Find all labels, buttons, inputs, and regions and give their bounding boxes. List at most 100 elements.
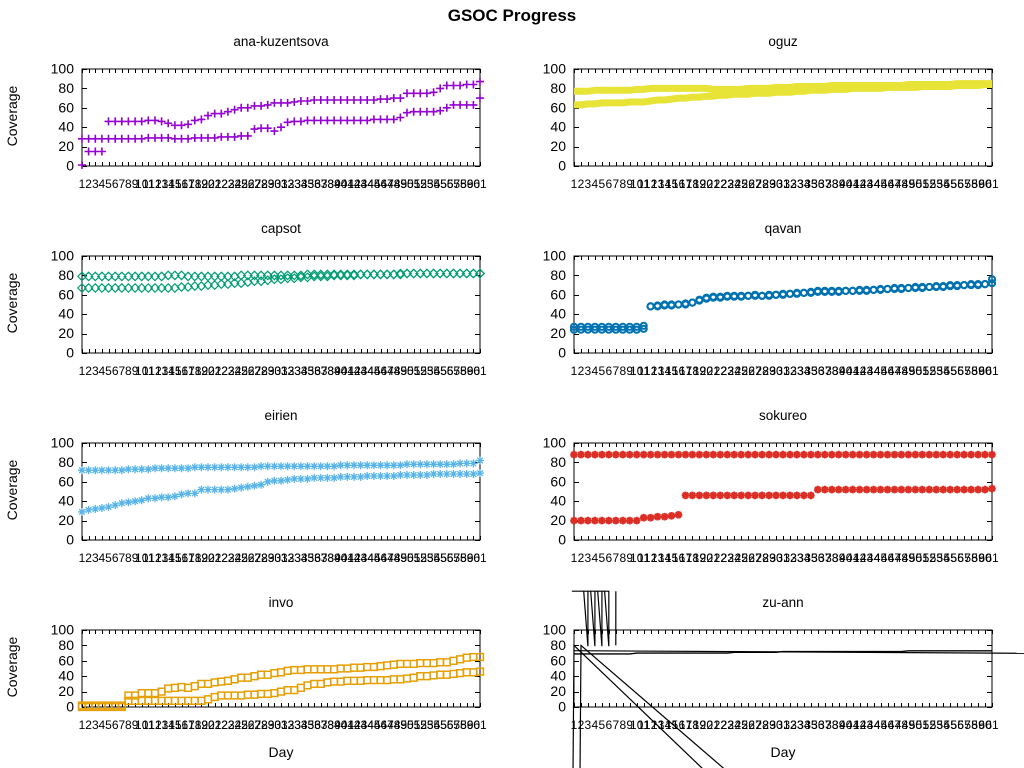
- series-task2: [77, 667, 485, 712]
- plot-frame: [573, 629, 993, 708]
- svg-text:31: 31: [274, 364, 288, 378]
- svg-text:23: 23: [221, 718, 235, 732]
- svg-text:6: 6: [112, 551, 119, 565]
- svg-text:20: 20: [58, 512, 74, 528]
- x-tick-labels: 1 2 3 4 5 6 7 8 91011121314151617181920212223242…: [79, 718, 487, 732]
- svg-text:26: 26: [742, 551, 756, 565]
- chart-title: capsot: [261, 221, 301, 236]
- svg-text:34: 34: [797, 364, 811, 378]
- svg-text:53: 53: [930, 718, 944, 732]
- svg-text:7: 7: [118, 177, 125, 191]
- svg-text:37: 37: [314, 364, 328, 378]
- svg-text:32: 32: [281, 177, 295, 191]
- chart-title: invo: [268, 595, 294, 610]
- svg-text:41: 41: [341, 177, 355, 191]
- svg-text:45: 45: [367, 177, 381, 191]
- x-tick-labels: 1 2 3 4 5 6 7 8 91011121314151617181920212223242…: [571, 177, 999, 191]
- y-axis-label-coverage-row1: Coverage: [4, 85, 20, 147]
- svg-text:21: 21: [707, 551, 721, 565]
- svg-text:46: 46: [881, 177, 895, 191]
- svg-text:13: 13: [651, 177, 665, 191]
- svg-text:55: 55: [944, 718, 958, 732]
- svg-text:18: 18: [686, 177, 700, 191]
- svg-text:1: 1: [79, 551, 86, 565]
- svg-text:37: 37: [818, 364, 832, 378]
- svg-text:14: 14: [162, 364, 176, 378]
- svg-text:24: 24: [728, 177, 742, 191]
- svg-text:6: 6: [605, 718, 612, 732]
- svg-text:17: 17: [181, 177, 195, 191]
- svg-text:51: 51: [407, 364, 421, 378]
- svg-text:80: 80: [58, 267, 74, 283]
- svg-text:35: 35: [804, 551, 818, 565]
- svg-text:3: 3: [92, 364, 99, 378]
- svg-text:21: 21: [208, 364, 222, 378]
- svg-text:20: 20: [201, 718, 215, 732]
- svg-text:15: 15: [665, 177, 679, 191]
- svg-text:38: 38: [825, 364, 839, 378]
- svg-text:15: 15: [168, 551, 182, 565]
- svg-text:60: 60: [978, 551, 992, 565]
- svg-text:29: 29: [762, 364, 776, 378]
- svg-text:31: 31: [776, 718, 790, 732]
- svg-text:0: 0: [66, 345, 74, 361]
- svg-text:27: 27: [748, 364, 762, 378]
- svg-text:29: 29: [261, 177, 275, 191]
- svg-text:36: 36: [811, 364, 825, 378]
- svg-text:8: 8: [619, 551, 626, 565]
- series-task1: [78, 456, 484, 475]
- svg-text:8: 8: [619, 718, 626, 732]
- svg-text:54: 54: [427, 551, 441, 565]
- svg-text:1: 1: [571, 364, 578, 378]
- svg-text:29: 29: [762, 551, 776, 565]
- svg-text:9: 9: [132, 718, 139, 732]
- svg-text:80: 80: [550, 637, 566, 653]
- svg-text:10: 10: [630, 177, 644, 191]
- svg-text:49: 49: [902, 718, 916, 732]
- svg-text:60: 60: [550, 473, 566, 489]
- svg-text:30: 30: [769, 551, 783, 565]
- svg-text:40: 40: [334, 364, 348, 378]
- svg-text:40: 40: [550, 119, 566, 135]
- svg-text:22: 22: [215, 364, 229, 378]
- svg-text:10: 10: [630, 551, 644, 565]
- svg-text:39: 39: [832, 364, 846, 378]
- svg-text:55: 55: [944, 551, 958, 565]
- svg-text:30: 30: [268, 718, 282, 732]
- svg-text:100: 100: [51, 248, 75, 264]
- svg-text:61: 61: [985, 364, 999, 378]
- svg-text:16: 16: [175, 718, 189, 732]
- svg-text:20: 20: [201, 551, 215, 565]
- svg-text:12: 12: [148, 718, 162, 732]
- svg-text:44: 44: [361, 718, 375, 732]
- svg-text:23: 23: [721, 551, 735, 565]
- svg-text:20: 20: [700, 551, 714, 565]
- svg-text:48: 48: [387, 551, 401, 565]
- svg-text:22: 22: [714, 177, 728, 191]
- svg-text:12: 12: [644, 177, 658, 191]
- svg-text:57: 57: [447, 551, 461, 565]
- svg-text:41: 41: [846, 551, 860, 565]
- svg-text:11: 11: [142, 364, 155, 378]
- svg-text:53: 53: [420, 177, 434, 191]
- axis-ticks: [82, 443, 481, 541]
- svg-text:51: 51: [407, 177, 421, 191]
- axis-ticks: [82, 630, 481, 708]
- svg-text:55: 55: [434, 177, 448, 191]
- svg-text:39: 39: [327, 551, 341, 565]
- svg-text:1: 1: [79, 177, 86, 191]
- svg-text:9: 9: [626, 718, 633, 732]
- svg-text:12: 12: [644, 364, 658, 378]
- svg-text:35: 35: [301, 718, 315, 732]
- x-axis-label-day-right: Day: [770, 744, 796, 760]
- svg-text:40: 40: [550, 306, 566, 322]
- svg-text:31: 31: [776, 364, 790, 378]
- svg-text:2: 2: [85, 551, 92, 565]
- svg-text:7: 7: [612, 364, 619, 378]
- svg-text:8: 8: [125, 177, 132, 191]
- svg-text:11: 11: [142, 177, 155, 191]
- svg-text:42: 42: [853, 718, 867, 732]
